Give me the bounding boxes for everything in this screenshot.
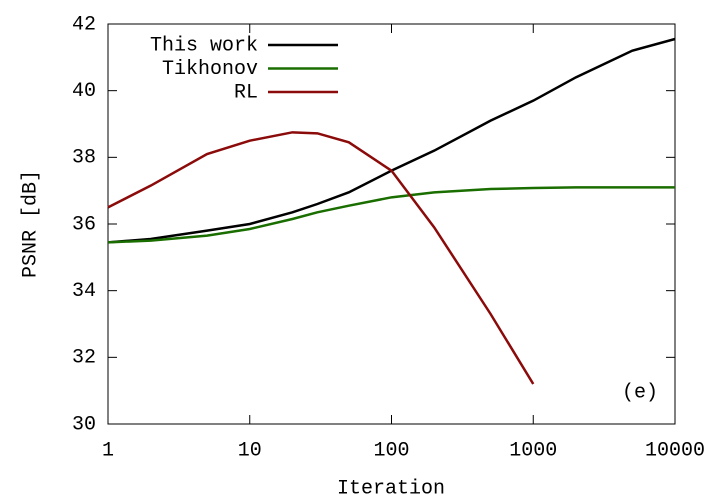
x-tick-label: 10000 [645,439,705,462]
legend-label: This work [150,34,258,57]
x-tick-label: 1 [102,439,114,462]
y-axis-label: PSNR [dB] [19,170,42,278]
x-axis-label: Iteration [337,477,445,500]
legend-label: Tikhonov [162,58,258,81]
y-tick-label: 30 [72,413,96,436]
annotation: (e) [622,381,658,404]
y-tick-label: 38 [72,147,96,170]
x-tick-label: 1000 [509,439,557,462]
y-tick-label: 34 [72,280,96,303]
series-line [107,131,535,385]
series-line [107,37,676,244]
x-tick-label: 100 [373,439,409,462]
plot-frame [107,23,676,425]
x-tick-label: 10 [238,439,262,462]
y-tick-label: 36 [72,213,96,236]
y-tick-label: 40 [72,80,96,103]
series-line [107,186,675,244]
legend-label: RL [234,81,258,104]
y-tick-label: 42 [72,13,96,36]
y-tick-label: 32 [72,347,96,370]
